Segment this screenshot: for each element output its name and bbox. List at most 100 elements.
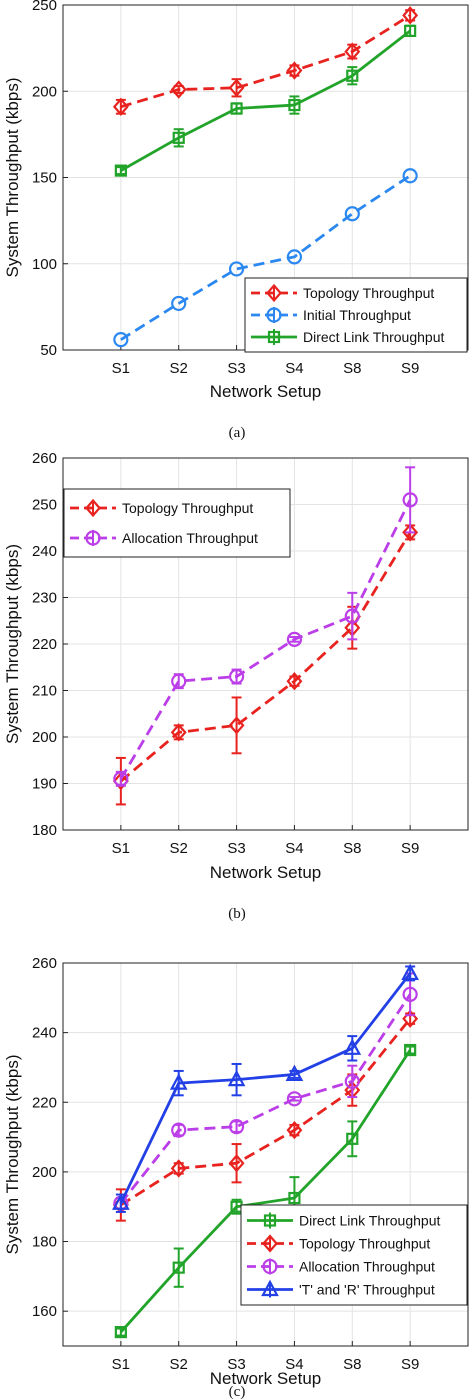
data-point-marker: [112, 1193, 130, 1210]
data-point-marker: [228, 716, 245, 735]
legend: Direct Link Throughput Topology Throughpu…: [240, 1204, 468, 1306]
chart-1: S1 S2 S3 S4 S8 S9 50 100 150 200 250 Network Setup S…: [3, 0, 469, 441]
y-tick-label: 200: [32, 729, 57, 746]
chart-2: S1 S2 S3 S4 S8 S9 180 190 200 210 220 230 240 250 260 N…: [3, 450, 469, 922]
data-point-marker: [113, 332, 129, 348]
data-point-marker: [401, 963, 419, 981]
legend-label: Direct Link Throughput: [299, 1213, 440, 1229]
y-tick-label: 260: [32, 450, 57, 467]
y-tick-label: 260: [32, 955, 57, 972]
figure-caption: (b): [228, 906, 246, 922]
x-tick-label: S3: [227, 1356, 245, 1373]
data-point-marker: [286, 631, 303, 647]
legend-label: Initial Throughput: [303, 307, 411, 323]
data-point-marker: [343, 1038, 362, 1055]
y-tick-label: 210: [32, 683, 57, 700]
legend-marker: [263, 1214, 277, 1227]
legend-label: Topology Throughput: [122, 500, 253, 516]
data-point-marker: [170, 723, 187, 742]
axes-frame: [62, 962, 469, 1347]
legend-marker: [262, 1234, 278, 1253]
series-2: [113, 466, 418, 787]
x-tick-label: S8: [343, 360, 361, 377]
series-line: [119, 531, 412, 783]
x-tick-label: S1: [112, 1356, 130, 1373]
y-tick-label: 220: [32, 636, 57, 653]
data-point-marker: [114, 1325, 127, 1339]
data-point-marker: [344, 206, 360, 222]
data-point-marker: [172, 131, 185, 144]
x-axis-label: Network Setup: [210, 382, 322, 401]
data-point-marker: [228, 78, 245, 97]
legend: Topology Throughput Allocation Throughput: [63, 488, 291, 558]
data-point-marker: [172, 1261, 185, 1274]
data-point-marker: [402, 986, 418, 1002]
x-tick-label: S2: [170, 840, 188, 857]
data-point-marker: [169, 1073, 188, 1090]
legend-box: [63, 488, 291, 558]
data-point-marker: [344, 608, 360, 624]
series-1: [112, 523, 419, 806]
series-line: [120, 1017, 412, 1207]
x-tick-label: S9: [401, 360, 419, 377]
series-line: [119, 499, 412, 780]
data-point-marker: [230, 102, 243, 115]
series-2: [113, 168, 418, 348]
y-tick-label: 230: [32, 590, 57, 607]
y-tick-label: 50: [40, 342, 57, 359]
x-tick-label: S1: [112, 360, 130, 377]
data-point-marker: [288, 1191, 301, 1205]
data-point-marker: [346, 69, 359, 82]
data-point-marker: [286, 672, 303, 691]
legend-label: Topology Throughput: [303, 285, 434, 301]
legend-label: Allocation Throughput: [122, 530, 258, 546]
y-tick-label: 180: [32, 822, 57, 839]
legend-marker: [267, 330, 281, 344]
legend-marker: [85, 498, 101, 518]
series-line: [119, 972, 412, 1204]
data-point-marker: [344, 42, 361, 61]
y-tick-label: 190: [32, 776, 57, 793]
legend-label: Allocation Throughput: [299, 1259, 435, 1275]
series-3: [114, 24, 417, 177]
y-tick-label: 240: [32, 543, 57, 560]
series-line: [120, 29, 412, 172]
x-tick-label: S2: [170, 1356, 188, 1373]
data-point-marker: [112, 771, 129, 791]
chart-3: S1 S2 S3 S4 S8 S9 160 180 200 220 240 260 Network Se…: [3, 955, 469, 1400]
data-point-marker: [286, 249, 303, 265]
data-point-marker: [228, 1154, 245, 1173]
x-tick-label: S8: [343, 1356, 361, 1373]
data-point-marker: [227, 1069, 246, 1087]
y-tick-label: 160: [32, 1303, 57, 1320]
data-point-marker: [170, 80, 187, 99]
data-point-marker: [402, 523, 419, 542]
axes-frame: [62, 457, 469, 831]
data-point-marker: [404, 24, 417, 37]
series-line: [119, 1049, 412, 1334]
data-point-marker: [228, 1119, 245, 1135]
data-point-marker: [113, 771, 129, 787]
data-point-marker: [344, 1073, 360, 1089]
x-axis-label: Network Setup: [210, 1369, 322, 1388]
y-tick-label: 250: [32, 0, 57, 14]
series-line: [120, 174, 411, 341]
x-tick-label: S4: [285, 840, 303, 857]
legend-label: Direct Link Throughput: [303, 329, 444, 345]
x-tick-label: S3: [227, 840, 245, 857]
y-tick-label: 220: [32, 1094, 57, 1111]
data-point-marker: [404, 1043, 417, 1057]
x-tick-label: S9: [401, 840, 419, 857]
data-point-marker: [346, 1132, 359, 1145]
y-axis-label: System Throughput (kbps): [3, 544, 22, 744]
x-tick-label: S1: [112, 840, 130, 857]
data-point-marker: [171, 1122, 187, 1138]
data-point-marker: [114, 164, 127, 177]
data-point-marker: [402, 168, 418, 184]
legend-marker: [262, 1258, 278, 1275]
x-tick-label: S4: [285, 360, 303, 377]
figure-caption: (a): [229, 425, 246, 441]
figure-caption: (c): [229, 1384, 246, 1400]
x-tick-label: S2: [170, 360, 188, 377]
